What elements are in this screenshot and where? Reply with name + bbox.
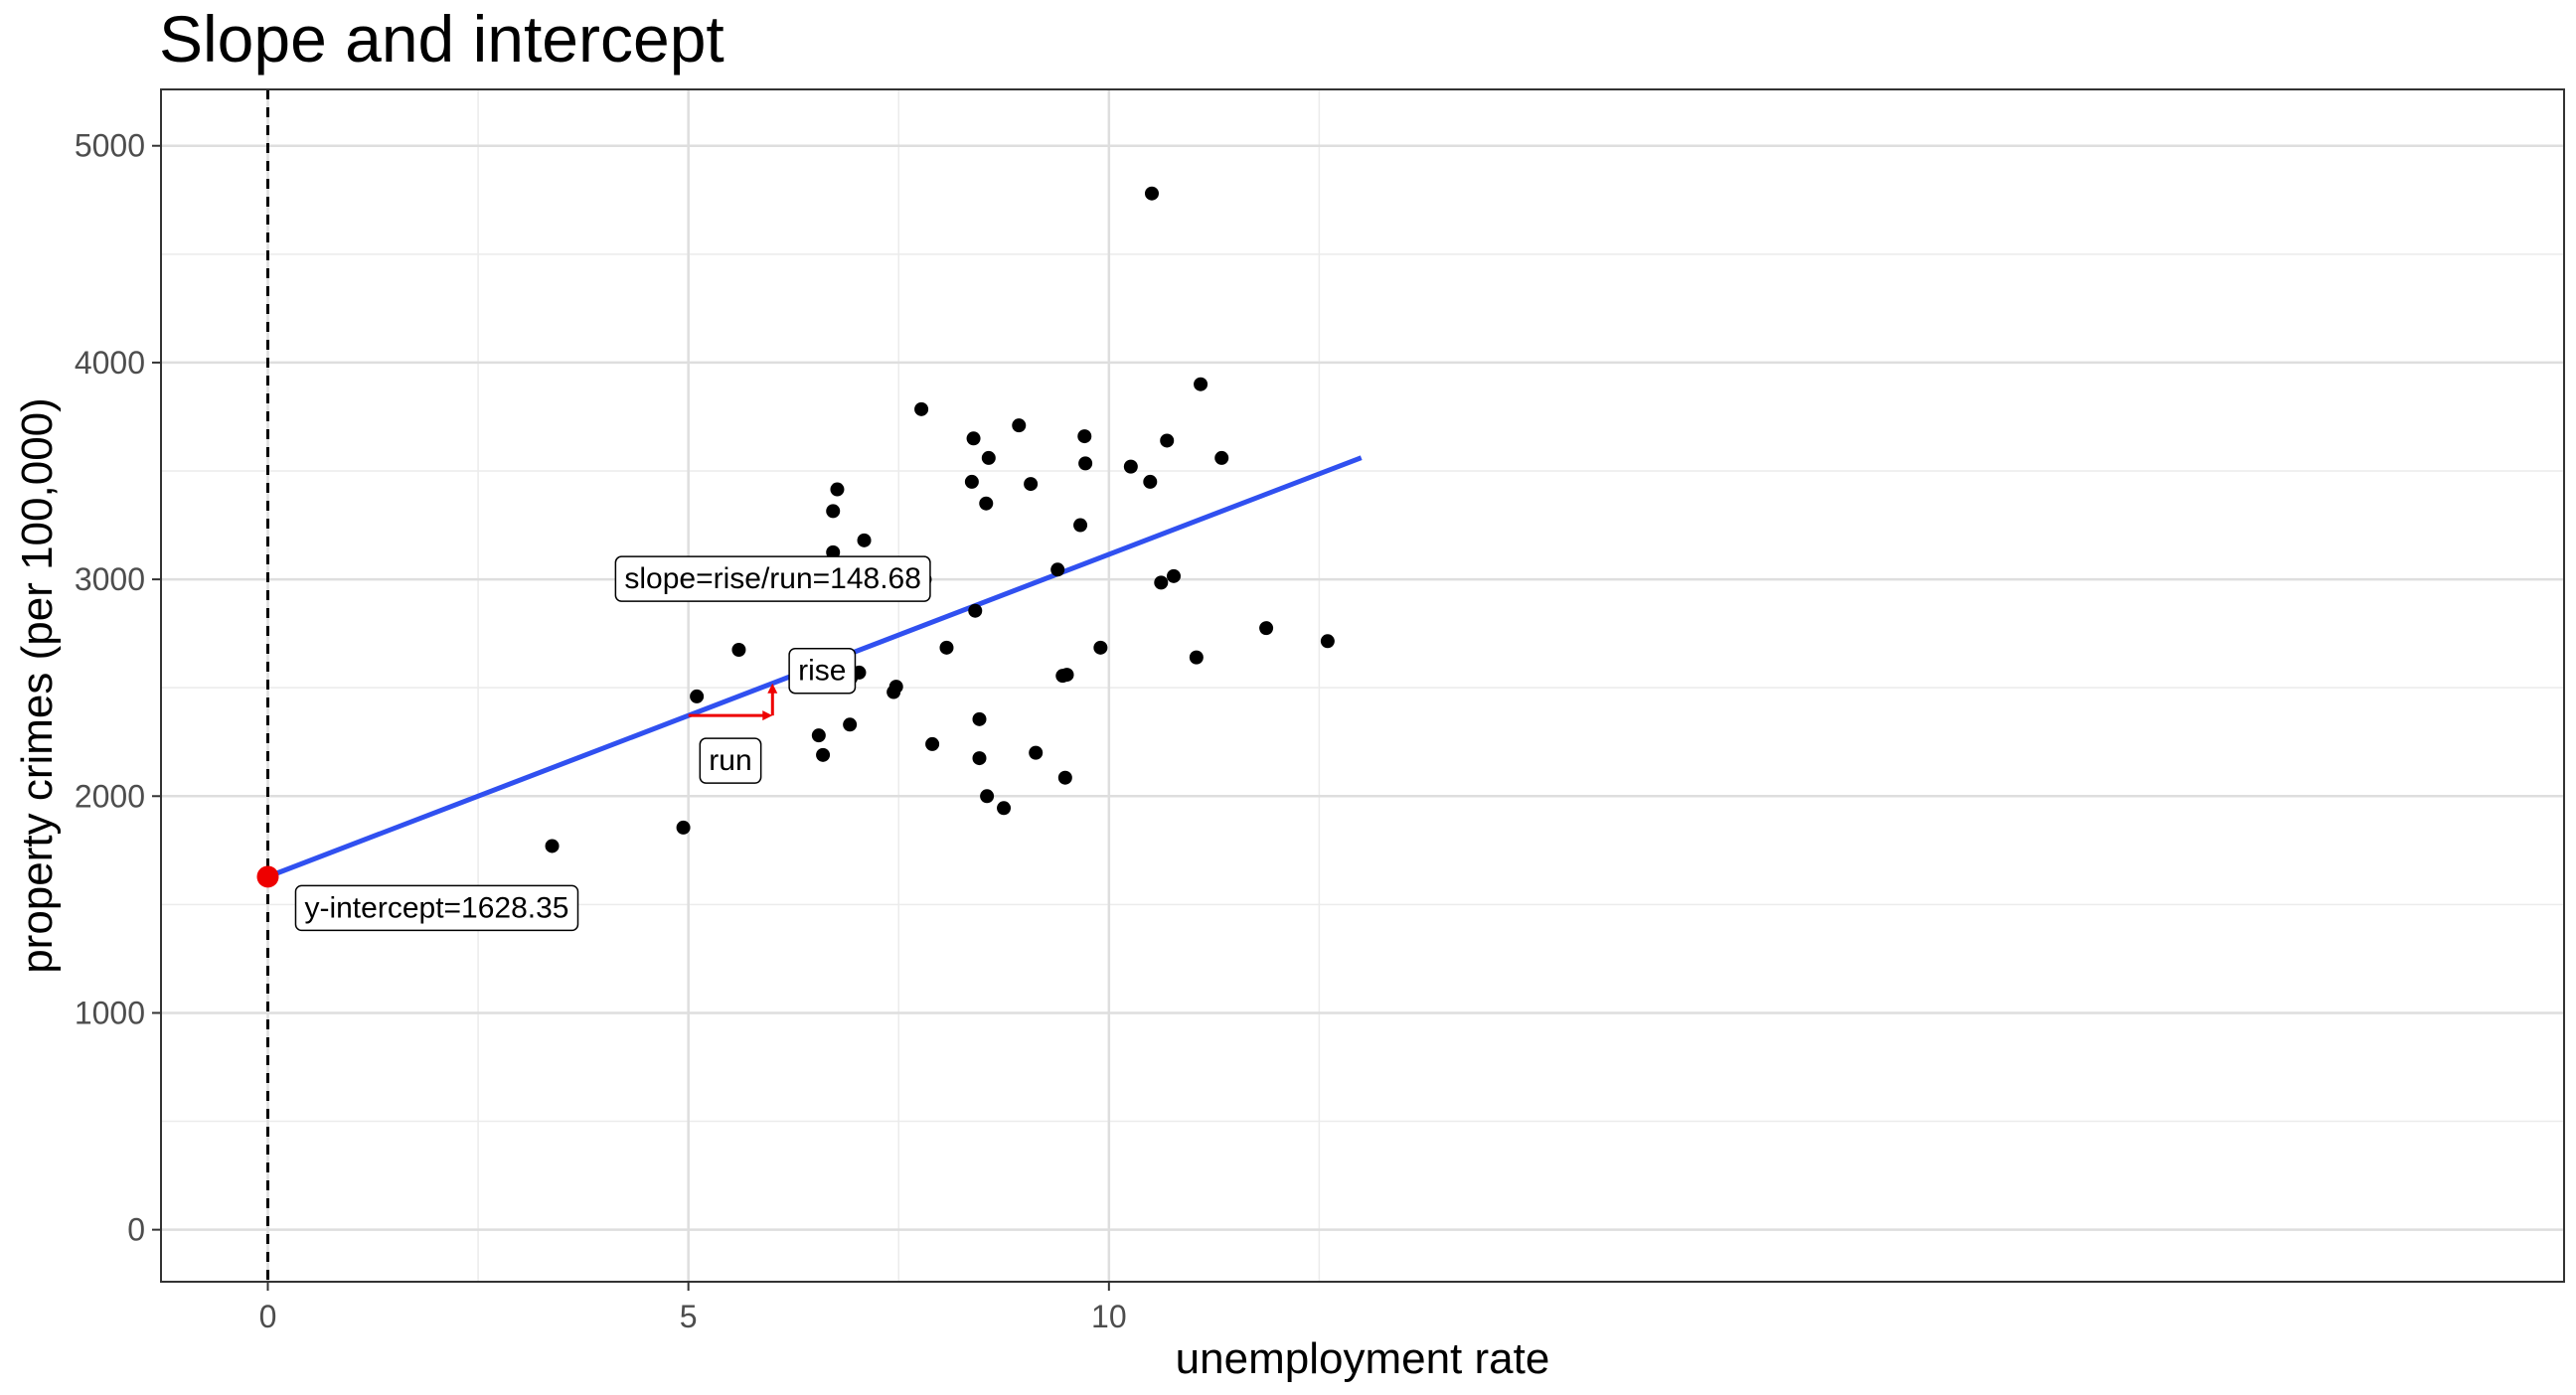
- x-axis: 0 5 10: [259, 1282, 1127, 1334]
- x-tick-label: 0: [259, 1299, 277, 1334]
- rise-label-box: [788, 647, 857, 695]
- y-tick-label: 4000: [75, 345, 145, 381]
- data-point: [972, 751, 987, 766]
- data-point: [1143, 474, 1158, 489]
- data-point: [1166, 568, 1181, 583]
- data-point: [980, 789, 995, 804]
- data-point: [1024, 477, 1039, 492]
- data-point: [857, 533, 872, 547]
- slope-label: slope=rise/run=148.68: [614, 555, 931, 602]
- x-tick-label: 10: [1091, 1299, 1127, 1334]
- x-tick-label: 5: [680, 1299, 698, 1334]
- rise-arrowhead: [767, 683, 778, 694]
- data-point: [939, 640, 954, 655]
- data-point: [1077, 429, 1092, 444]
- data-point: [964, 474, 979, 489]
- data-point: [1144, 186, 1159, 201]
- y-axis-title: property crimes (per 100,000): [13, 397, 62, 974]
- data-point: [981, 450, 996, 465]
- data-point: [826, 504, 841, 519]
- minor-grid: [161, 89, 2564, 1282]
- data-points: [545, 186, 1335, 853]
- y-tick-label: 1000: [75, 995, 145, 1030]
- y-tick-label: 2000: [75, 778, 145, 814]
- data-point: [1057, 770, 1072, 785]
- slope-label-box: [614, 555, 931, 602]
- run-label-box: [699, 737, 762, 784]
- run-label-text: run: [709, 744, 751, 777]
- data-point: [968, 603, 983, 618]
- x-axis-title: unemployment rate: [1176, 1334, 1550, 1383]
- data-point: [731, 643, 746, 657]
- data-point: [1059, 668, 1074, 683]
- intercept-point: [256, 865, 279, 888]
- data-point: [1154, 575, 1169, 590]
- intercept-marker: [256, 865, 279, 888]
- data-point: [914, 401, 929, 416]
- data-point: [979, 496, 994, 511]
- major-grid: [161, 89, 2564, 1282]
- data-point: [1320, 634, 1335, 649]
- data-point: [1194, 377, 1208, 391]
- data-point: [690, 689, 705, 703]
- annotations: y-intercept=1628.35 slope=rise/run=148.68…: [294, 555, 931, 932]
- slope-label-text: slope=rise/run=148.68: [624, 562, 921, 595]
- data-point: [811, 728, 826, 743]
- data-point: [545, 839, 560, 853]
- data-point: [1123, 459, 1138, 474]
- run-label: run: [699, 737, 762, 784]
- run-arrowhead: [762, 710, 773, 721]
- data-point: [826, 544, 841, 559]
- chart-title: Slope and intercept: [159, 2, 724, 76]
- data-point: [1073, 518, 1088, 533]
- y-tick-label: 0: [127, 1212, 145, 1248]
- data-point: [1050, 562, 1065, 577]
- data-point: [1078, 456, 1093, 471]
- data-point: [1012, 418, 1027, 433]
- data-point: [925, 736, 940, 751]
- data-point: [1160, 433, 1175, 448]
- data-point: [1189, 650, 1204, 665]
- data-point: [1214, 450, 1229, 465]
- rise-run-arrows: [688, 683, 778, 721]
- y-tick-label: 5000: [75, 128, 145, 164]
- data-point: [888, 680, 903, 695]
- data-point: [830, 482, 845, 497]
- intercept-label-box: [294, 884, 579, 932]
- data-point: [1029, 745, 1044, 760]
- data-point: [997, 801, 1012, 816]
- plot-panel-border: [160, 88, 2565, 1283]
- y-tick-label: 3000: [75, 561, 145, 597]
- intercept-label-text: y-intercept=1628.35: [304, 891, 568, 924]
- data-point: [966, 431, 981, 446]
- data-point: [1093, 640, 1108, 655]
- rise-label-text: rise: [798, 655, 846, 688]
- y-axis: 0 1000 2000 3000 4000 5000: [75, 128, 161, 1248]
- intercept-label: y-intercept=1628.35: [294, 884, 579, 932]
- data-point: [816, 747, 831, 762]
- data-point: [676, 820, 691, 835]
- data-point: [843, 717, 858, 732]
- data-point: [972, 711, 987, 726]
- rise-label: rise: [788, 647, 857, 695]
- data-point: [1259, 621, 1274, 636]
